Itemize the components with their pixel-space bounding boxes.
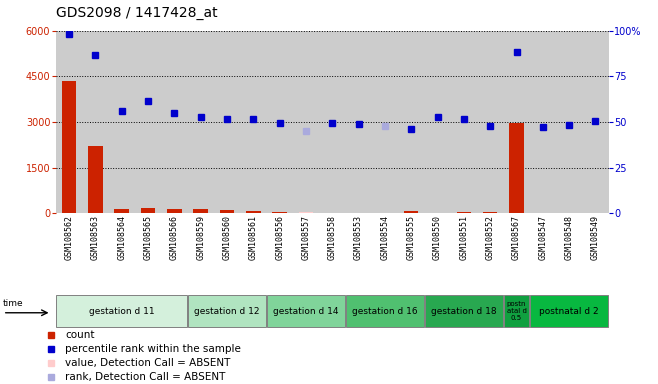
Text: GSM108565: GSM108565 xyxy=(143,215,153,260)
Bar xyxy=(240,31,266,213)
Bar xyxy=(556,31,582,213)
Text: GSM108549: GSM108549 xyxy=(591,215,600,260)
FancyBboxPatch shape xyxy=(267,295,345,327)
Text: GSM108566: GSM108566 xyxy=(170,215,179,260)
Text: GSM108563: GSM108563 xyxy=(91,215,100,260)
FancyBboxPatch shape xyxy=(504,295,529,327)
Text: count: count xyxy=(65,330,95,340)
Bar xyxy=(299,212,313,213)
Bar xyxy=(114,209,129,213)
Bar xyxy=(214,31,240,213)
Bar xyxy=(372,31,398,213)
Bar xyxy=(188,31,214,213)
Bar xyxy=(161,31,188,213)
Bar xyxy=(483,212,497,213)
Bar xyxy=(509,123,524,213)
Bar xyxy=(167,209,182,213)
FancyBboxPatch shape xyxy=(425,295,503,327)
Text: rank, Detection Call = ABSENT: rank, Detection Call = ABSENT xyxy=(65,372,226,382)
Text: GSM108562: GSM108562 xyxy=(64,215,74,260)
Bar xyxy=(477,31,503,213)
Text: GSM108551: GSM108551 xyxy=(459,215,468,260)
Text: gestation d 16: gestation d 16 xyxy=(352,306,418,316)
Bar xyxy=(398,31,424,213)
Text: GSM108552: GSM108552 xyxy=(486,215,495,260)
Bar xyxy=(272,212,287,213)
Text: value, Detection Call = ABSENT: value, Detection Call = ABSENT xyxy=(65,358,231,368)
Text: GSM108550: GSM108550 xyxy=(433,215,442,260)
Bar xyxy=(424,31,451,213)
Bar xyxy=(451,31,477,213)
Bar xyxy=(135,31,161,213)
Text: GSM108547: GSM108547 xyxy=(538,215,547,260)
Bar xyxy=(246,212,261,213)
Text: GSM108557: GSM108557 xyxy=(301,215,311,260)
Bar xyxy=(530,31,556,213)
Text: GSM108560: GSM108560 xyxy=(222,215,232,260)
Text: GSM108567: GSM108567 xyxy=(512,215,521,260)
Bar xyxy=(582,31,609,213)
Text: GSM108553: GSM108553 xyxy=(354,215,363,260)
Text: percentile rank within the sample: percentile rank within the sample xyxy=(65,344,241,354)
Text: gestation d 18: gestation d 18 xyxy=(431,306,497,316)
FancyBboxPatch shape xyxy=(188,295,266,327)
Text: GSM108564: GSM108564 xyxy=(117,215,126,260)
Bar xyxy=(345,31,372,213)
Text: gestation d 12: gestation d 12 xyxy=(194,306,260,316)
Text: postn
atal d
0.5: postn atal d 0.5 xyxy=(507,301,526,321)
Text: time: time xyxy=(3,299,24,308)
Bar xyxy=(404,211,418,213)
FancyBboxPatch shape xyxy=(530,295,608,327)
Bar xyxy=(56,31,82,213)
Bar xyxy=(141,208,155,213)
Bar xyxy=(88,146,103,213)
Text: GSM108556: GSM108556 xyxy=(275,215,284,260)
FancyBboxPatch shape xyxy=(346,295,424,327)
Bar xyxy=(378,212,392,213)
Bar xyxy=(503,31,530,213)
Text: GSM108558: GSM108558 xyxy=(328,215,337,260)
Text: GSM108554: GSM108554 xyxy=(380,215,390,260)
Bar xyxy=(293,31,319,213)
Text: GSM108559: GSM108559 xyxy=(196,215,205,260)
Text: GSM108548: GSM108548 xyxy=(565,215,574,260)
Bar xyxy=(220,210,234,213)
Bar xyxy=(82,31,109,213)
Text: GSM108561: GSM108561 xyxy=(249,215,258,260)
Text: GDS2098 / 1417428_at: GDS2098 / 1417428_at xyxy=(56,6,218,20)
FancyBboxPatch shape xyxy=(57,295,187,327)
Text: postnatal d 2: postnatal d 2 xyxy=(540,306,599,316)
Bar xyxy=(319,31,345,213)
Text: gestation d 14: gestation d 14 xyxy=(273,306,339,316)
Bar xyxy=(351,212,366,213)
Bar xyxy=(325,212,340,213)
Bar xyxy=(62,81,76,213)
Bar xyxy=(266,31,293,213)
Text: gestation d 11: gestation d 11 xyxy=(89,306,155,316)
Bar xyxy=(193,210,208,213)
Bar xyxy=(109,31,135,213)
Text: GSM108555: GSM108555 xyxy=(407,215,416,260)
Bar xyxy=(457,212,471,213)
